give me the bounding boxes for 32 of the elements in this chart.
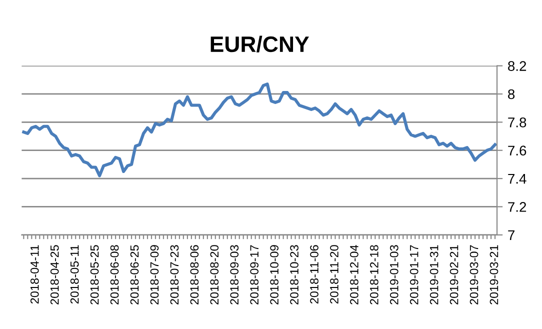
x-tick-label: 2018-10-23: [290, 245, 298, 304]
x-tick-label: 2019-03-07: [470, 245, 478, 304]
x-tick-label: 2018-06-08: [110, 245, 119, 304]
x-tick-label: 2019-02-21: [450, 245, 458, 304]
x-tick-label: 2018-12-04: [350, 244, 358, 304]
x-tick-label: 2018-08-06: [190, 245, 199, 304]
x-tick-label: 2018-04-11: [30, 245, 39, 304]
x-tick-label: 2018-10-09: [270, 245, 278, 304]
x-tick-label: 2019-01-03: [390, 245, 398, 304]
x-tick-label: 2018-09-03: [230, 245, 239, 304]
y-tick-label: 7.6: [508, 146, 526, 156]
y-tick-label: 7.2: [508, 202, 526, 212]
x-tick-label: 2018-12-18: [370, 245, 378, 304]
x-tick-label: 2018-07-23: [170, 245, 179, 304]
y-tick-label: 8.2: [508, 61, 526, 71]
x-tick-label: 2018-05-11: [70, 245, 79, 304]
y-tick-label: 7.4: [508, 174, 526, 184]
x-tick-label: 2018-06-25: [130, 245, 139, 304]
x-tick-label: 2018-05-25: [90, 245, 99, 304]
y-tick-label: 7.8: [508, 118, 526, 128]
chart-title: EUR/CNY: [210, 36, 309, 52]
x-tick-label: 2019-03-21: [490, 245, 498, 304]
x-tick-label: 2018-09-17: [250, 245, 259, 304]
x-tick-label: 2018-11-06: [310, 245, 318, 304]
x-tick-label: 2019-01-31: [430, 245, 438, 304]
x-tick-label: 2018-07-09: [150, 245, 159, 304]
x-tick-label: 2018-08-20: [210, 245, 219, 304]
x-tick-label: 2019-01-17: [410, 245, 418, 304]
x-tick-label: 2018-04-25: [50, 245, 59, 304]
x-tick-label: 2018-11-20: [330, 245, 338, 304]
y-tick-label: 8: [508, 89, 515, 100]
y-tick-label: 7: [508, 230, 514, 240]
